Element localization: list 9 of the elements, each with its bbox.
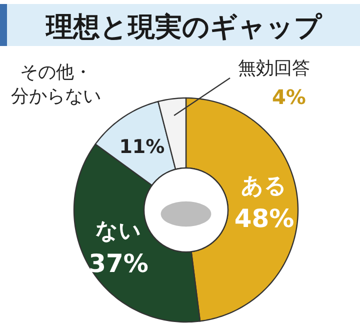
chart-title: 理想と現実のギャップ	[45, 12, 323, 43]
data-label: 37%	[88, 248, 148, 278]
slice-label: その他・分からない	[11, 62, 101, 107]
slice-label: 無効回答	[238, 58, 310, 79]
data-label: 48%	[234, 204, 294, 234]
data-label: 11%	[119, 136, 165, 158]
slice-label: ない	[96, 218, 142, 244]
slice-label: ある	[241, 174, 288, 200]
data-label: 4%	[272, 85, 306, 109]
